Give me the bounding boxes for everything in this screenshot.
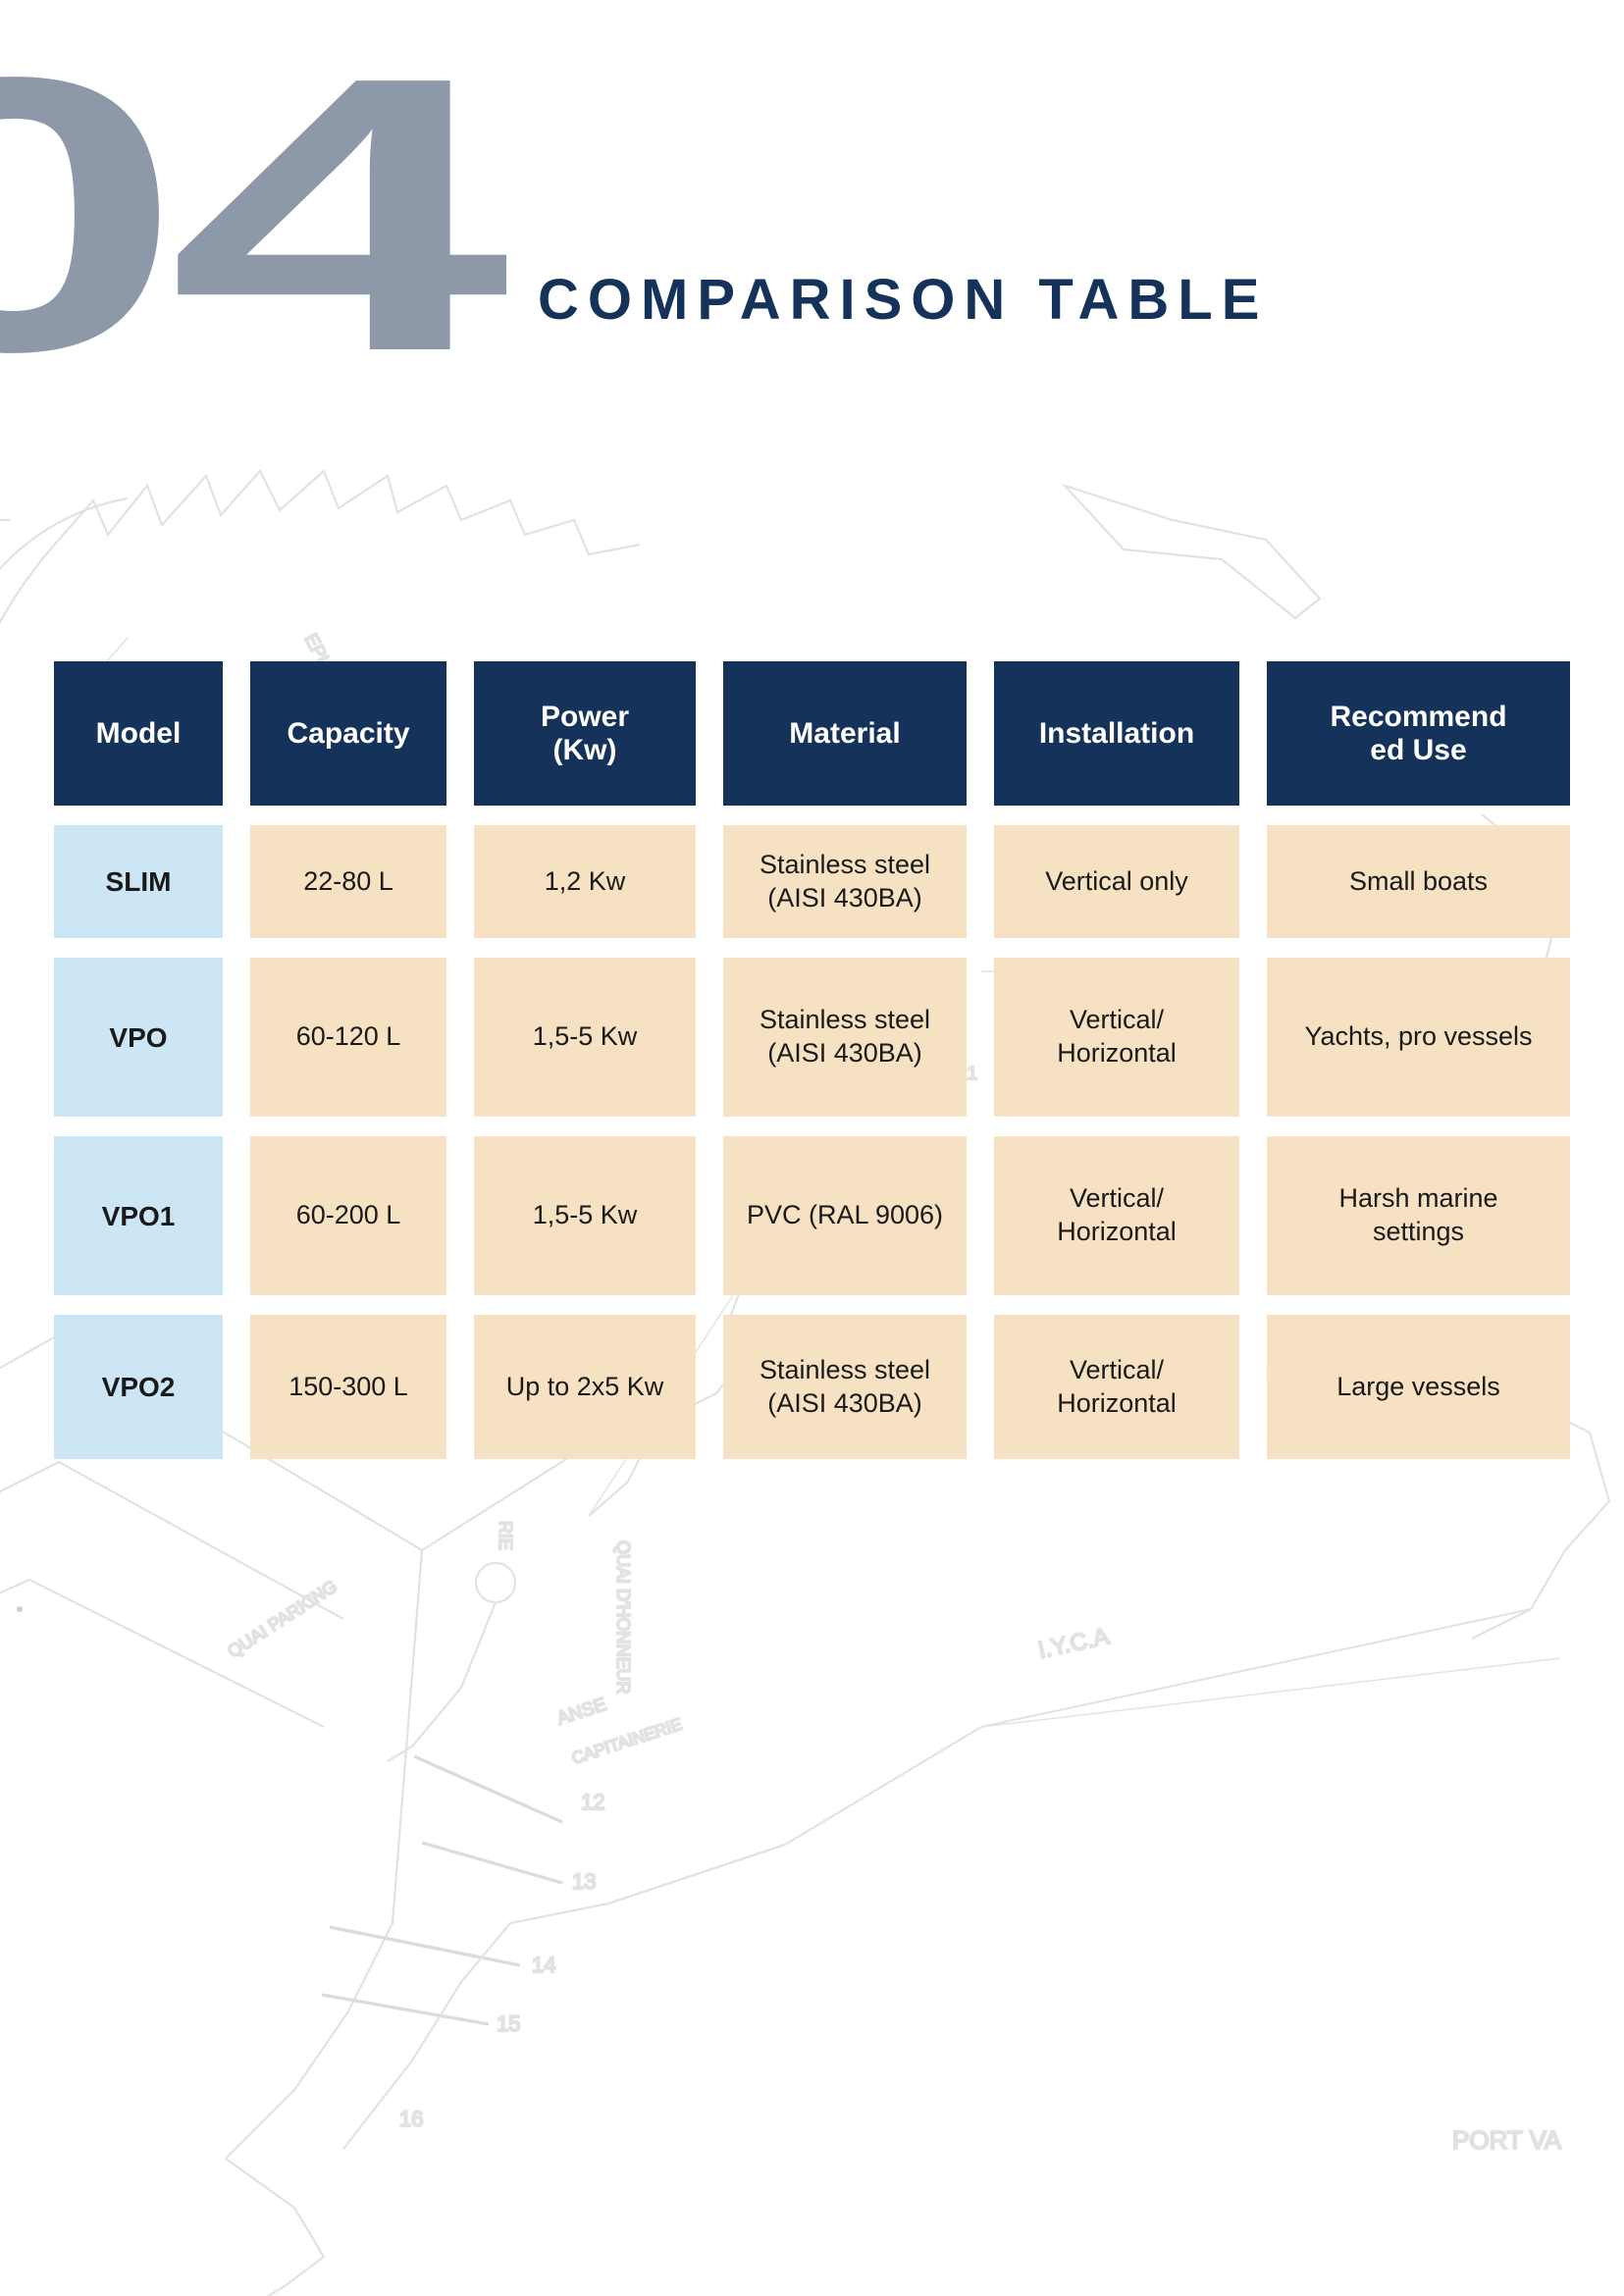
svg-text:15: 15 bbox=[497, 2011, 520, 2036]
svg-text:16: 16 bbox=[399, 2107, 423, 2131]
svg-text:13: 13 bbox=[572, 1869, 596, 1894]
svg-text:14: 14 bbox=[532, 1953, 555, 1977]
svg-text:QUAI PARKING: QUAI PARKING bbox=[224, 1576, 341, 1661]
svg-text:ANSE: ANSE bbox=[554, 1695, 609, 1730]
svg-text:PORT VA: PORT VA bbox=[1452, 2125, 1562, 2155]
svg-text:QUAI D'HONNEUR: QUAI D'HONNEUR bbox=[613, 1540, 633, 1694]
svg-text:I.Y.C.A: I.Y.C.A bbox=[1036, 1623, 1112, 1664]
svg-text:RIE: RIE bbox=[496, 1521, 515, 1550]
svg-text:CAPITAINERIE: CAPITAINERIE bbox=[569, 1715, 684, 1768]
svg-text:12: 12 bbox=[581, 1790, 604, 1814]
